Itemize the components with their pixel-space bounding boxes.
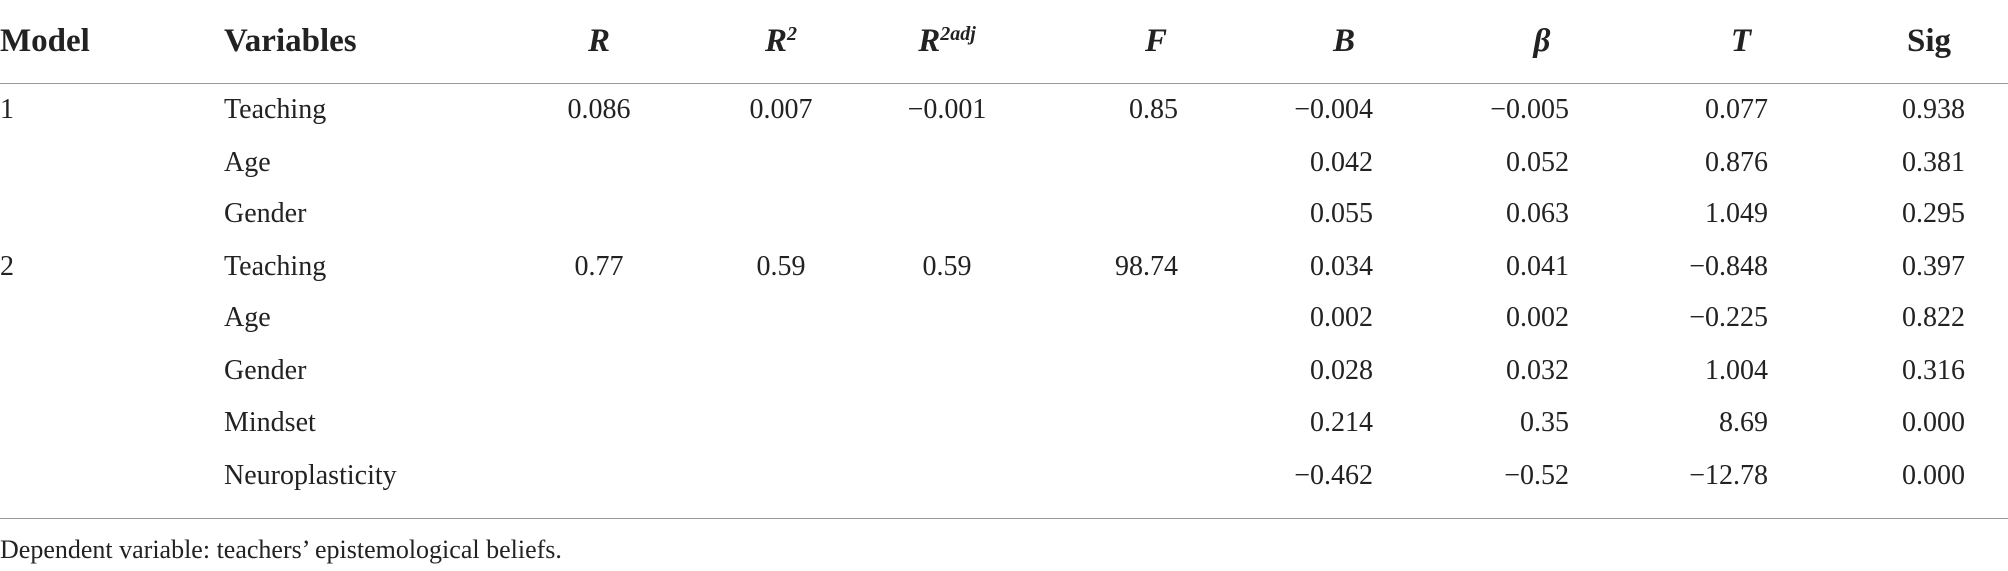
header-rule <box>0 83 2008 84</box>
stat-value: 0.002 <box>1310 302 1373 333</box>
column-header: Sig <box>1907 25 1951 58</box>
stat-value: 0.381 <box>1902 147 1965 178</box>
column-header: Model <box>0 25 90 58</box>
header-text: R <box>918 23 941 59</box>
stat-value: 1.049 <box>1705 198 1768 229</box>
column-header: β <box>1534 25 1551 58</box>
stat-value: 0.876 <box>1705 147 1768 178</box>
stat-value: −12.78 <box>1689 460 1768 491</box>
stat-value: 0.002 <box>1506 302 1569 333</box>
variable-name: Teaching <box>224 94 327 125</box>
stat-value: 0.35 <box>1520 407 1569 438</box>
header-text: B <box>1332 23 1356 59</box>
column-header: R2adj <box>918 23 976 59</box>
stat-value: 0.295 <box>1902 198 1965 229</box>
stat-value: −0.52 <box>1504 460 1569 491</box>
header-text: F <box>1144 23 1168 59</box>
stat-value: 0.77 <box>574 251 624 282</box>
header-text: β <box>1533 23 1551 59</box>
stat-value: 0.052 <box>1506 147 1569 178</box>
stat-value: 0.077 <box>1705 94 1768 125</box>
stat-value: 0.028 <box>1310 355 1373 386</box>
stat-value: 0.822 <box>1902 302 1965 333</box>
stat-value: −0.848 <box>1689 251 1768 282</box>
stat-value: −0.225 <box>1689 302 1768 333</box>
column-header: R2 <box>764 23 798 59</box>
header-text: R <box>587 23 611 59</box>
stat-value: 8.69 <box>1719 407 1768 438</box>
variable-name: Neuroplasticity <box>224 460 397 491</box>
stat-value: −0.001 <box>907 94 987 125</box>
stat-value: 0.85 <box>1129 94 1178 125</box>
stat-value: 0.000 <box>1902 407 1965 438</box>
stat-value: 0.007 <box>749 94 813 125</box>
stat-value: 0.000 <box>1902 460 1965 491</box>
header-text: Variables <box>224 23 357 59</box>
variable-name: Age <box>224 302 271 333</box>
header-text: T <box>1730 23 1752 59</box>
variable-name: Mindset <box>224 407 316 438</box>
stat-value: 0.055 <box>1310 198 1373 229</box>
model-number: 2 <box>0 251 14 282</box>
stat-value: −0.004 <box>1294 94 1373 125</box>
stat-value: 0.086 <box>567 94 631 125</box>
stat-value: 0.042 <box>1310 147 1373 178</box>
stat-value: 0.59 <box>756 251 806 282</box>
column-header: F <box>1145 25 1167 58</box>
stat-value: 0.316 <box>1902 355 1965 386</box>
column-header: Variables <box>224 25 357 58</box>
column-header: T <box>1731 25 1751 58</box>
header-text: Sig <box>1906 23 1952 59</box>
stat-value: −0.005 <box>1490 94 1569 125</box>
column-header: R <box>588 25 610 58</box>
variable-name: Age <box>224 147 271 178</box>
stat-value: −0.462 <box>1294 460 1373 491</box>
stat-value: 0.938 <box>1902 94 1965 125</box>
stat-value: 0.034 <box>1310 251 1373 282</box>
stat-value: 0.214 <box>1310 407 1373 438</box>
bottom-rule <box>0 518 2008 519</box>
stat-value: 0.59 <box>922 251 972 282</box>
model-number: 1 <box>0 94 14 125</box>
variable-name: Gender <box>224 355 307 386</box>
column-header: B <box>1333 25 1355 58</box>
stat-value: 0.397 <box>1902 251 1965 282</box>
stat-value: 1.004 <box>1705 355 1768 386</box>
header-superscript: 2adj <box>940 23 976 45</box>
footnote: Dependent variable: teachers’ epistemolo… <box>0 535 562 564</box>
header-superscript: 2 <box>787 23 798 45</box>
variable-name: Gender <box>224 198 307 229</box>
header-text: Model <box>0 23 90 59</box>
stat-value: 98.74 <box>1115 251 1178 282</box>
stat-value: 0.063 <box>1506 198 1569 229</box>
header-text: R <box>764 23 788 59</box>
variable-name: Teaching <box>224 251 327 282</box>
stat-value: 0.041 <box>1506 251 1569 282</box>
stat-value: 0.032 <box>1506 355 1569 386</box>
